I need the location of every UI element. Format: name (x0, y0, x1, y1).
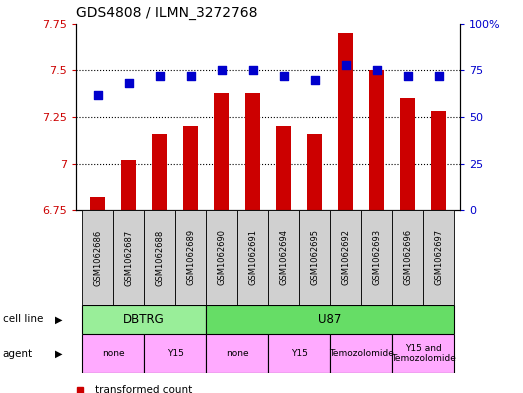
Text: GSM1062695: GSM1062695 (310, 230, 319, 285)
Text: GSM1062687: GSM1062687 (124, 229, 133, 286)
Bar (369, 70, 384, 210)
Bar (206, 305, 454, 334)
Bar (152, 134, 167, 210)
Point (186, 73, 195, 79)
Bar (400, 98, 415, 210)
Text: transformed count: transformed count (95, 385, 192, 393)
Bar (206, 334, 268, 373)
Bar (268, 210, 299, 305)
Text: cell line: cell line (3, 314, 43, 324)
Point (403, 73, 412, 79)
Bar (237, 210, 268, 305)
Bar (82, 210, 113, 305)
Bar (175, 210, 206, 305)
Bar (338, 33, 354, 210)
Bar (330, 334, 392, 373)
Text: GSM1062697: GSM1062697 (434, 230, 443, 285)
Bar (392, 334, 454, 373)
Text: Temozolomide: Temozolomide (328, 349, 393, 358)
Text: GSM1062690: GSM1062690 (217, 230, 226, 285)
Point (342, 61, 350, 68)
Text: Y15 and
Temozolomide: Y15 and Temozolomide (391, 344, 456, 364)
Bar (90, 197, 105, 210)
Bar (121, 160, 137, 210)
Text: GSM1062694: GSM1062694 (279, 230, 288, 285)
Text: ▶: ▶ (55, 349, 62, 359)
Text: GDS4808 / ILMN_3272768: GDS4808 / ILMN_3272768 (76, 6, 257, 20)
Bar (268, 334, 330, 373)
Bar (206, 210, 237, 305)
Bar (307, 134, 322, 210)
Point (435, 73, 443, 79)
Bar (245, 93, 260, 210)
Bar (431, 111, 446, 210)
Text: GSM1062693: GSM1062693 (372, 230, 381, 285)
Bar (423, 210, 454, 305)
Bar (82, 334, 144, 373)
Text: GSM1062688: GSM1062688 (155, 229, 164, 286)
Bar (214, 93, 229, 210)
Bar (361, 210, 392, 305)
Text: Y15: Y15 (291, 349, 308, 358)
Point (155, 73, 164, 79)
Bar (144, 334, 206, 373)
Text: GSM1062689: GSM1062689 (186, 230, 195, 285)
Point (310, 76, 319, 83)
Point (124, 80, 133, 86)
Text: GSM1062692: GSM1062692 (341, 230, 350, 285)
Point (372, 67, 381, 73)
Bar (113, 210, 144, 305)
Bar (183, 126, 198, 210)
Point (248, 67, 257, 73)
Bar (299, 210, 330, 305)
Text: GSM1062686: GSM1062686 (93, 229, 102, 286)
Bar (82, 305, 206, 334)
Text: ▶: ▶ (55, 314, 62, 324)
Point (279, 73, 288, 79)
Text: DBTRG: DBTRG (123, 313, 165, 326)
Text: GSM1062691: GSM1062691 (248, 230, 257, 285)
Bar (144, 210, 175, 305)
Bar (276, 126, 291, 210)
Text: Y15: Y15 (167, 349, 184, 358)
Text: GSM1062696: GSM1062696 (403, 230, 412, 285)
Text: U87: U87 (319, 313, 342, 326)
Bar (330, 210, 361, 305)
Point (218, 67, 226, 73)
Bar (392, 210, 423, 305)
Text: none: none (101, 349, 124, 358)
Point (93, 91, 101, 97)
Text: agent: agent (3, 349, 33, 359)
Text: none: none (226, 349, 248, 358)
